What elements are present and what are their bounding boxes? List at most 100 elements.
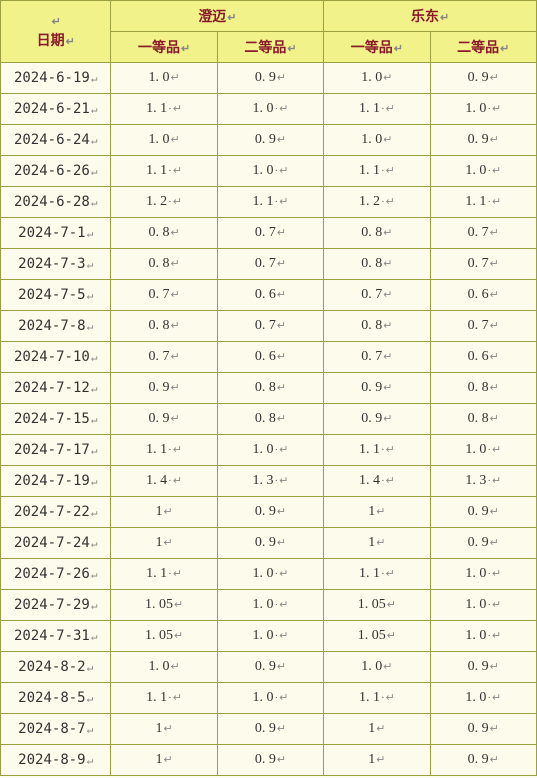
- cell-value: 1. 1: [146, 690, 167, 705]
- mark-icon: ↵: [91, 72, 98, 85]
- mark-icon: ↵: [277, 289, 286, 301]
- mark-icon: ↵: [277, 754, 286, 766]
- cell-a-grade1: 1. 05↵: [111, 621, 217, 652]
- table-row: 2024-6-19↵1. 0↵0. 9↵1. 0↵0. 9↵: [1, 63, 537, 94]
- cell-b-grade2: 1. 3·↵: [430, 466, 536, 497]
- cell-value: 1. 4: [146, 473, 167, 488]
- table-row: 2024-8-9↵1↵0. 9↵1↵0. 9↵: [1, 745, 537, 776]
- table-row: 2024-7-22↵1↵0. 9↵1↵0. 9↵: [1, 497, 537, 528]
- cell-value: 0. 8: [468, 380, 489, 395]
- dot-icon: ·: [168, 444, 172, 456]
- cell-b-grade2: 1. 0·↵: [430, 559, 536, 590]
- cell-value: 2024-8-7: [18, 721, 85, 737]
- mark-icon: ↵: [91, 134, 98, 147]
- cell-value: 0. 9: [255, 752, 276, 767]
- dot-icon: ·: [168, 692, 172, 704]
- cell-b-grade2: 0. 7↵: [430, 218, 536, 249]
- cell-value: 0. 8: [148, 225, 169, 240]
- mark-icon: ↵: [181, 43, 190, 55]
- mark-icon: ↵: [279, 692, 288, 704]
- mark-icon: ↵: [91, 506, 98, 519]
- cell-b-grade1: 0. 9↵: [324, 373, 430, 404]
- header-region-b-label: 乐东: [411, 10, 439, 25]
- cell-a-grade2: 1. 0·↵: [217, 621, 323, 652]
- cell-value: 1. 1: [359, 690, 380, 705]
- cell-value: 0. 6: [255, 349, 276, 364]
- dot-icon: ·: [487, 599, 491, 611]
- mark-icon: ↵: [163, 754, 172, 766]
- dot-icon: ·: [487, 568, 491, 580]
- mark-icon: ↵: [277, 661, 286, 673]
- cell-a-grade2: 0. 9↵: [217, 497, 323, 528]
- dot-icon: ·: [275, 599, 279, 611]
- cell-b-grade2: 1. 0·↵: [430, 435, 536, 466]
- dot-icon: ·: [275, 165, 279, 177]
- mark-icon: ↵: [91, 413, 98, 426]
- cell-value: 0. 8: [468, 411, 489, 426]
- mark-icon: ↵: [383, 382, 392, 394]
- cell-a-grade2: 0. 7↵: [217, 311, 323, 342]
- cell-value: 1. 0: [465, 628, 486, 643]
- dot-icon: ·: [487, 196, 491, 208]
- cell-value: 2024-6-26: [14, 163, 90, 179]
- cell-value: 0. 6: [468, 349, 489, 364]
- mark-icon: ↵: [383, 320, 392, 332]
- cell-value: 2024-7-22: [14, 504, 90, 520]
- cell-value: 2024-7-8: [18, 318, 85, 334]
- cell-value: 1. 1: [465, 194, 486, 209]
- cell-a-grade2: 0. 9↵: [217, 528, 323, 559]
- cell-value: 1. 3: [465, 473, 486, 488]
- table-header: ↵ 日期↵ 澄迈↵ 乐东↵ 一等品↵ 二等品↵ 一等品↵ 二等品↵: [1, 1, 537, 63]
- cell-a-grade2: 0. 9↵: [217, 745, 323, 776]
- mark-icon: ↵: [170, 413, 179, 425]
- cell-value: 0. 7: [255, 256, 276, 271]
- cell-b-grade1: 1. 1·↵: [324, 156, 430, 187]
- cell-b-grade2: 0. 6↵: [430, 280, 536, 311]
- cell-value: 1. 0: [361, 659, 382, 674]
- cell-value: 0. 9: [468, 535, 489, 550]
- cell-date: 2024-7-22↵: [1, 497, 111, 528]
- mark-icon: ↵: [173, 475, 182, 487]
- mark-icon: ↵: [91, 599, 98, 612]
- header-grade2-label: 二等品: [457, 41, 499, 56]
- cell-value: 0. 9: [255, 504, 276, 519]
- cell-a-grade1: 1↵: [111, 528, 217, 559]
- table-row: 2024-7-1↵0. 8↵0. 7↵0. 8↵0. 7↵: [1, 218, 537, 249]
- cell-value: 1. 0: [148, 70, 169, 85]
- cell-value: 0. 9: [255, 659, 276, 674]
- cell-a-grade1: 1. 1·↵: [111, 94, 217, 125]
- mark-icon: ↵: [170, 351, 179, 363]
- cell-value: 1: [368, 752, 375, 767]
- cell-a-grade1: 1. 1·↵: [111, 559, 217, 590]
- cell-value: 0. 9: [255, 535, 276, 550]
- cell-a-grade2: 0. 7↵: [217, 249, 323, 280]
- cell-date: 2024-6-24↵: [1, 125, 111, 156]
- mark-icon: ↵: [277, 134, 286, 146]
- mark-icon: ↵: [277, 506, 286, 518]
- dot-icon: ·: [275, 475, 279, 487]
- mark-icon: ↵: [91, 382, 98, 395]
- cell-a-grade1: 0. 7↵: [111, 280, 217, 311]
- cell-value: 1. 1: [146, 442, 167, 457]
- dot-icon: ·: [275, 630, 279, 642]
- cell-date: 2024-7-5↵: [1, 280, 111, 311]
- cell-a-grade2: 0. 6↵: [217, 280, 323, 311]
- cell-b-grade1: 0. 8↵: [324, 218, 430, 249]
- cell-a-grade1: 1↵: [111, 745, 217, 776]
- dot-icon: ·: [168, 568, 172, 580]
- mark-icon: ↵: [492, 165, 501, 177]
- cell-value: 0. 7: [255, 318, 276, 333]
- cell-value: 1. 1: [146, 101, 167, 116]
- cell-b-grade1: 1. 05↵: [324, 621, 430, 652]
- mark-icon: ↵: [376, 537, 385, 549]
- cell-a-grade1: 0. 8↵: [111, 249, 217, 280]
- cell-date: 2024-7-19↵: [1, 466, 111, 497]
- dot-icon: ·: [275, 196, 279, 208]
- mark-icon: ↵: [287, 43, 296, 55]
- cell-date: 2024-8-2↵: [1, 652, 111, 683]
- mark-icon: ↵: [227, 12, 236, 24]
- mark-icon: ↵: [492, 444, 501, 456]
- mark-icon: ↵: [277, 227, 286, 239]
- cell-b-grade2: 0. 9↵: [430, 714, 536, 745]
- mark-icon: ↵: [163, 537, 172, 549]
